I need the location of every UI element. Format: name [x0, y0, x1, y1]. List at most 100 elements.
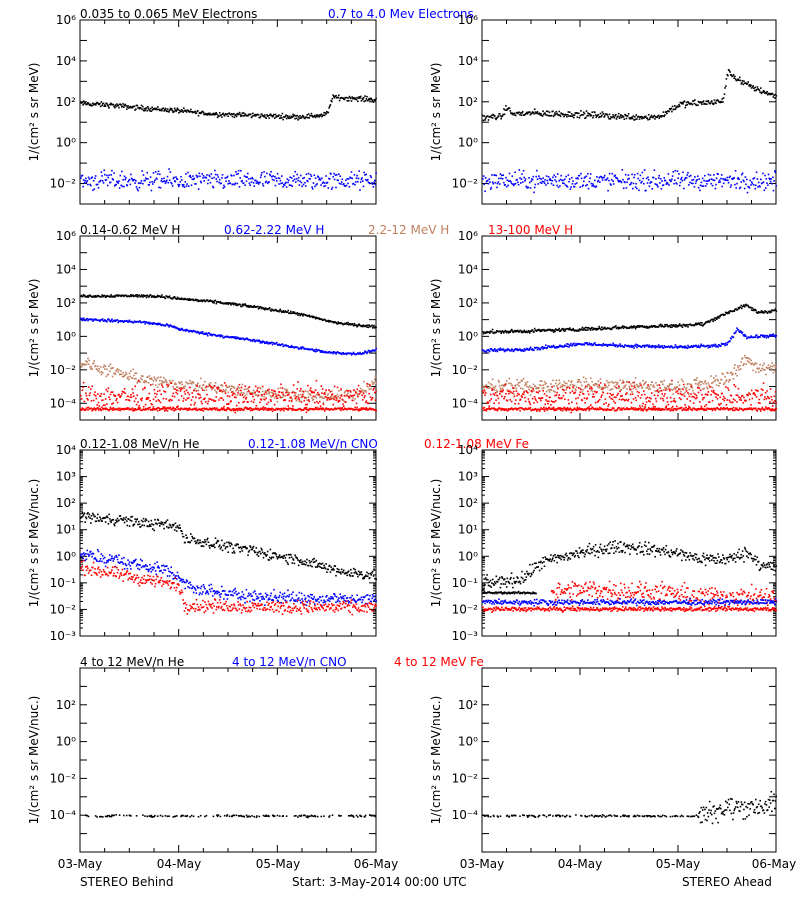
data-point: [620, 181, 623, 184]
data-point: [502, 348, 505, 350]
data-point: [168, 400, 171, 402]
data-point: [691, 103, 694, 106]
data-point: [263, 341, 265, 343]
data-point: [669, 324, 671, 327]
data-point: [221, 384, 223, 386]
data-point: [121, 170, 123, 173]
data-point: [549, 389, 551, 391]
data-point: [122, 371, 124, 374]
data-point: [261, 394, 263, 396]
data-point: [557, 114, 560, 116]
data-point: [765, 92, 768, 95]
data-point: [145, 296, 148, 299]
data-point: [150, 384, 152, 386]
data-point: [281, 311, 284, 313]
data-point: [317, 402, 320, 404]
data-point: [558, 110, 560, 113]
data-point: [342, 409, 345, 411]
data-point: [719, 315, 721, 318]
data-point: [305, 411, 308, 414]
data-point: [259, 401, 261, 404]
data-point: [736, 308, 739, 311]
data-point: [586, 327, 589, 329]
data-point: [647, 345, 649, 347]
data-point: [121, 393, 123, 395]
data-point: [118, 393, 120, 396]
data-point: [230, 113, 233, 115]
data-point: [164, 107, 167, 110]
data-point: [299, 313, 302, 316]
data-point: [278, 177, 281, 180]
data-point: [560, 174, 562, 177]
data-point: [488, 387, 490, 389]
data-point: [311, 188, 314, 190]
data-point: [277, 310, 279, 312]
data-point: [533, 331, 535, 333]
data-point: [290, 310, 292, 313]
data-point: [275, 116, 277, 118]
data-point: [521, 380, 523, 382]
data-point: [107, 295, 110, 297]
data-point: [617, 115, 619, 118]
data-point: [602, 176, 604, 179]
data-point: [751, 307, 754, 309]
data-point: [334, 397, 337, 399]
data-point: [484, 190, 486, 193]
data-point: [126, 407, 128, 409]
data-point: [178, 408, 181, 410]
data-point: [487, 115, 489, 117]
data-point: [180, 109, 183, 111]
data-point: [706, 183, 708, 185]
data-point: [209, 398, 212, 400]
data-point: [744, 333, 746, 336]
data-point: [699, 184, 702, 187]
data-point: [352, 325, 355, 327]
data-point: [155, 408, 158, 411]
data-point: [293, 347, 296, 349]
data-point: [80, 409, 83, 411]
data-point: [630, 117, 633, 120]
data-point: [724, 87, 726, 89]
data-point: [102, 102, 105, 105]
data-point: [727, 181, 730, 184]
data-point: [256, 408, 258, 411]
data-point: [484, 390, 486, 392]
data-point: [627, 178, 629, 181]
data-point: [321, 350, 324, 352]
data-point: [81, 407, 84, 409]
data-point: [659, 116, 661, 118]
data-point: [132, 368, 134, 371]
data-point: [760, 87, 762, 89]
data-point: [370, 176, 373, 179]
data-point: [636, 346, 638, 349]
data-point: [205, 385, 208, 388]
data-point: [355, 408, 358, 410]
data-point: [324, 396, 327, 398]
data-point: [749, 85, 751, 88]
data-point: [764, 335, 767, 337]
data-point: [162, 381, 165, 383]
data-point: [335, 95, 337, 97]
data-point: [156, 323, 159, 326]
data-point: [184, 181, 187, 183]
data-point: [294, 409, 296, 411]
data-point: [243, 409, 245, 411]
data-point: [166, 381, 168, 384]
data-point: [216, 174, 219, 176]
data-point: [754, 86, 756, 89]
data-point: [601, 326, 603, 328]
data-point: [696, 179, 698, 181]
data-point: [151, 323, 154, 325]
data-point: [510, 330, 512, 332]
data-point: [538, 112, 541, 114]
data-point: [552, 379, 554, 382]
data-point: [195, 299, 198, 301]
data-point: [350, 171, 353, 173]
data-point: [300, 401, 303, 403]
data-point: [343, 98, 346, 101]
data-point: [545, 114, 547, 116]
data-point: [214, 389, 216, 391]
data-point: [498, 348, 500, 350]
data-point: [683, 187, 685, 190]
